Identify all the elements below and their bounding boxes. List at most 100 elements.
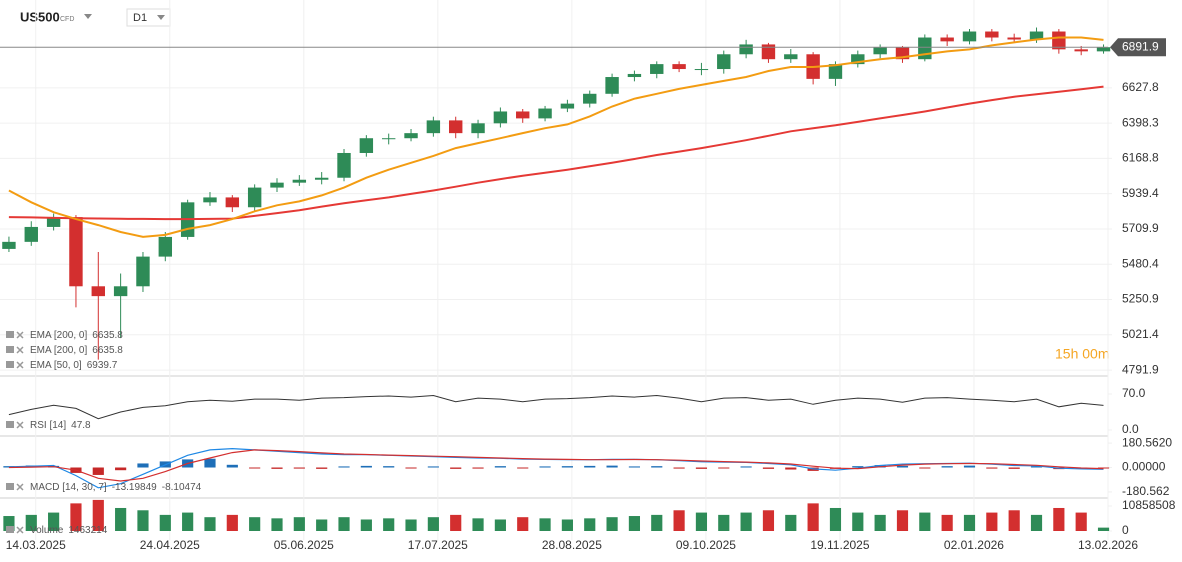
y-tick-label: 4791.9 [1122, 362, 1159, 376]
candle-body [493, 111, 508, 124]
y-tick-label: 180.5620 [1122, 435, 1172, 449]
bar [70, 503, 82, 532]
y-tick-label: 5480.4 [1122, 256, 1159, 270]
legend-label: EMA [200, 0] [30, 345, 87, 356]
y-tick-label: 5021.4 [1122, 327, 1159, 341]
candle-body [404, 133, 418, 139]
legend-remove-icon[interactable] [16, 421, 24, 429]
legend-menu-icon [6, 421, 14, 428]
y-tick-label: 5939.4 [1122, 186, 1159, 200]
bar [718, 467, 730, 469]
x-tick-label: 19.11.2025 [810, 538, 869, 552]
legend-value: 6635.8 [92, 330, 123, 341]
y-tick-label: 6168.8 [1122, 151, 1159, 165]
bar [963, 465, 976, 468]
bar [852, 512, 864, 532]
candle-body [1052, 31, 1066, 50]
candle-body [2, 241, 16, 249]
legend-entry: MACD [14, 30, 7] -13.19849 -8.10474 [30, 482, 202, 493]
candle-body [784, 54, 798, 60]
bar [115, 507, 127, 532]
bar [338, 517, 350, 532]
candle-body [471, 123, 485, 134]
legend-label: EMA [50, 0] [30, 360, 82, 371]
bar [1053, 507, 1065, 532]
legend-value: -8.10474 [162, 482, 202, 493]
bar [762, 510, 775, 532]
legend-remove-icon[interactable] [16, 483, 24, 491]
bar [450, 514, 462, 532]
legend-remove-icon[interactable] [16, 346, 24, 354]
legend-value: 1463214 [68, 525, 107, 536]
bar [338, 466, 350, 468]
bar [941, 466, 953, 468]
bar [740, 466, 752, 468]
legend-remove-icon[interactable] [16, 526, 24, 534]
candle-body [761, 44, 776, 60]
bar [740, 512, 752, 532]
legend-menu-icon [6, 526, 14, 533]
candle-body [560, 103, 575, 109]
x-tick-label: 17.07.2025 [408, 538, 468, 552]
bar [606, 517, 618, 532]
bar [48, 512, 60, 532]
bar [159, 514, 171, 532]
bar [919, 512, 931, 532]
y-tick-label: 0 [1122, 523, 1129, 537]
legend-remove-icon[interactable] [16, 331, 24, 339]
bar [695, 467, 708, 469]
bar [896, 465, 909, 468]
legend-value: 6939.7 [87, 360, 118, 371]
bar [762, 467, 775, 469]
indicator-line [8, 394, 1104, 420]
symbol-dropdown[interactable] [84, 14, 92, 19]
bar [718, 514, 730, 532]
bar [874, 514, 886, 532]
bar [896, 510, 909, 532]
bar [360, 465, 372, 468]
x-tick-label: 13.02.2026 [1078, 538, 1138, 552]
x-tick-label: 28.08.2025 [542, 538, 602, 552]
legend-entry: EMA [50, 0] 6939.7 [30, 360, 118, 371]
bar [1008, 467, 1020, 469]
candle-body [962, 31, 977, 42]
y-tick-label: 10858508 [1122, 498, 1176, 512]
symbol[interactable]: US500 [20, 9, 60, 24]
legend-menu-icon [6, 361, 14, 368]
x-tick-label: 09.10.2025 [676, 538, 736, 552]
y-tick-label: 5709.9 [1122, 221, 1159, 235]
candle-body [225, 197, 240, 208]
bar [584, 518, 596, 532]
candle-body [203, 197, 217, 203]
x-tick-label: 24.04.2025 [140, 538, 200, 552]
timeframe[interactable]: D1 [133, 12, 147, 24]
legend-menu-icon [6, 331, 14, 338]
series-line [8, 85, 1104, 221]
bar [963, 514, 976, 532]
candle-body [739, 44, 753, 55]
bar [628, 516, 641, 532]
bar [405, 519, 417, 532]
bar [450, 467, 462, 469]
timeframe-dropdown[interactable] [157, 15, 165, 20]
candle-body [583, 93, 597, 104]
y-tick-label: 0.0 [1122, 422, 1139, 436]
bar [316, 467, 328, 469]
bar [137, 463, 149, 468]
bar [941, 514, 953, 532]
bar [472, 467, 484, 469]
candle-body [627, 73, 642, 78]
x-tick-label: 05.06.2025 [274, 538, 334, 552]
bar [249, 467, 261, 469]
candle-body [359, 138, 374, 153]
bar [25, 514, 37, 532]
candle-body [650, 64, 664, 74]
bar [807, 503, 819, 532]
bar [1030, 514, 1043, 532]
y-tick-label: 5250.9 [1122, 292, 1159, 306]
candle-body [270, 182, 284, 188]
legend-remove-icon[interactable] [16, 361, 24, 369]
candle-body [381, 138, 396, 140]
bar [785, 514, 797, 532]
candle-body [1074, 49, 1088, 52]
